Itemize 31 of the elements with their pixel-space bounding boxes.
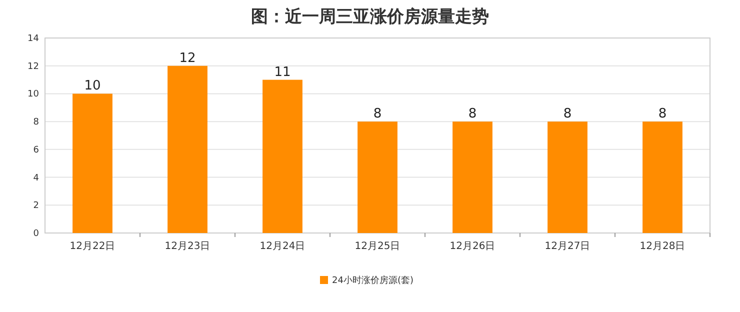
data-label: 11: [274, 64, 291, 80]
y-tick-label: 2: [33, 201, 39, 212]
y-tick-label: 12: [28, 62, 39, 72]
x-tick-label: 12月23日: [164, 241, 210, 252]
bar: [548, 122, 588, 233]
y-tick-label: 10: [28, 90, 40, 100]
x-tick-label: 12月28日: [640, 241, 686, 252]
y-tick-label: 14: [28, 34, 40, 44]
x-tick-label: 12月24日: [260, 241, 306, 252]
bar: [452, 122, 492, 233]
y-tick-label: 4: [33, 173, 40, 184]
bar: [262, 80, 302, 233]
data-label: 10: [84, 78, 101, 94]
data-label: 8: [373, 106, 382, 122]
y-tick-label: 8: [33, 118, 40, 128]
data-label: 8: [658, 106, 667, 122]
data-label: 12: [179, 50, 196, 66]
chart-title: 图：近一周三亚涨价房源量走势: [251, 7, 489, 27]
bar: [168, 66, 208, 233]
y-tick-label: 6: [33, 145, 40, 156]
bar: [72, 94, 112, 233]
x-tick-label: 12月22日: [70, 241, 116, 252]
legend-label: 24小时涨价房源(套): [332, 275, 414, 286]
bar: [358, 122, 398, 233]
x-tick-label: 12月27日: [544, 241, 590, 252]
data-label: 8: [563, 106, 572, 122]
data-label: 8: [468, 106, 477, 122]
y-tick-label: 0: [33, 229, 40, 239]
x-tick-label: 12月26日: [450, 241, 496, 252]
bar: [642, 122, 682, 233]
x-tick-label: 12月25日: [354, 241, 400, 252]
